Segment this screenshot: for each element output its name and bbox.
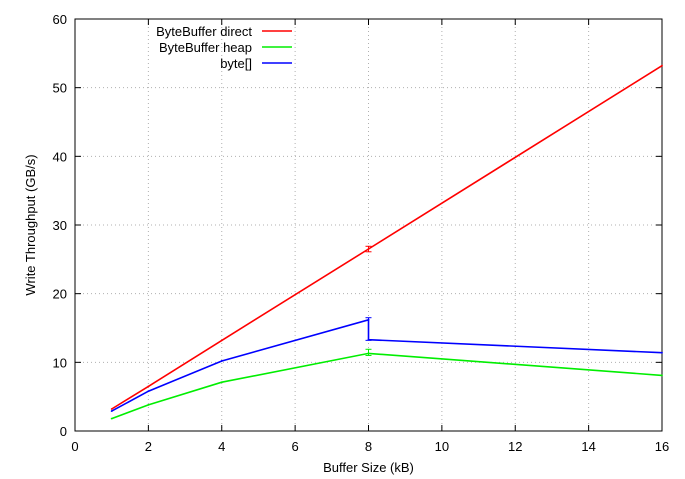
series-lines bbox=[110, 64, 663, 420]
data-point bbox=[661, 374, 663, 377]
legend-label: ByteBuffer heap bbox=[159, 40, 252, 55]
series-line bbox=[111, 318, 663, 412]
y-tick-label: 50 bbox=[53, 81, 67, 96]
legend-label: byte[] bbox=[220, 56, 252, 71]
data-point bbox=[110, 408, 113, 410]
series-1 bbox=[110, 348, 663, 420]
y-tick-label: 0 bbox=[60, 424, 67, 439]
data-point bbox=[220, 360, 223, 362]
series-2 bbox=[110, 317, 663, 412]
x-tick-label: 10 bbox=[435, 439, 449, 454]
data-point bbox=[220, 339, 223, 342]
y-tick-label: 60 bbox=[53, 12, 67, 27]
data-point bbox=[661, 351, 663, 354]
x-tick-label: 14 bbox=[581, 439, 595, 454]
data-point bbox=[110, 410, 113, 412]
x-tick-label: 4 bbox=[218, 439, 225, 454]
data-point bbox=[661, 64, 663, 67]
series-line bbox=[111, 65, 663, 410]
data-point bbox=[147, 390, 150, 393]
x-tick-label: 0 bbox=[71, 439, 78, 454]
x-tick-label: 8 bbox=[365, 439, 372, 454]
series-line bbox=[111, 352, 663, 420]
y-tick-label: 30 bbox=[53, 218, 67, 233]
x-tick-label: 12 bbox=[508, 439, 522, 454]
y-tick-label: 10 bbox=[53, 355, 67, 370]
x-tick-label: 16 bbox=[655, 439, 669, 454]
x-tick-label: 2 bbox=[145, 439, 152, 454]
grid-lines bbox=[75, 19, 662, 431]
data-point bbox=[110, 417, 113, 420]
legend-label: ByteBuffer direct bbox=[156, 24, 252, 39]
x-axis-label: Buffer Size (kB) bbox=[323, 460, 414, 475]
series-0 bbox=[110, 64, 663, 410]
y-tick-label: 40 bbox=[53, 149, 67, 164]
data-point bbox=[147, 385, 150, 388]
y-tick-label: 20 bbox=[53, 287, 67, 302]
y-axis-label: Write Throughput (GB/s) bbox=[23, 154, 38, 295]
data-point bbox=[220, 381, 223, 384]
data-point bbox=[147, 404, 150, 406]
x-tick-label: 6 bbox=[292, 439, 299, 454]
axis-ticks: 0 2 4 6 8 10 12 14 16 0 10 20 30 40 50 60 bbox=[53, 12, 670, 454]
